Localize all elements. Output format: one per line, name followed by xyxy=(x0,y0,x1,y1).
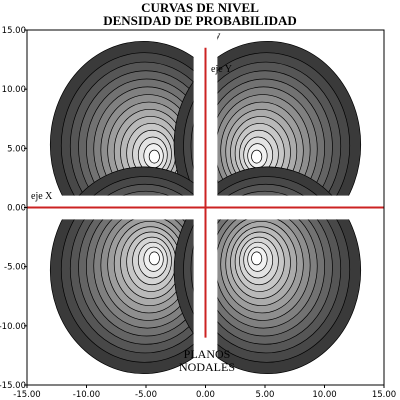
x-tick-label: 0.00 xyxy=(196,390,215,400)
y-tick-label: 5.00 xyxy=(7,144,26,154)
lobe-1-contour-15 xyxy=(148,149,160,164)
x-tick-label: -15.00 xyxy=(13,390,40,400)
x-tick-label: -5.00 xyxy=(135,390,157,400)
chart-title-line-1: CURVAS DE NIVEL xyxy=(141,0,259,15)
y-tick-label: -15.00 xyxy=(0,381,26,391)
x-axis-ticks: -15.00 -10.00 -5.00 0.00 5.00 10.00 15.00 xyxy=(13,385,396,400)
nodal-planes-label-line-2: NODALES xyxy=(179,360,235,374)
x-tick-label: 10.00 xyxy=(312,390,336,400)
lobe-4 xyxy=(173,166,362,375)
x-tick-label: 5.00 xyxy=(256,390,275,400)
x-tick-label: -10.00 xyxy=(73,390,100,400)
x-axis-annotation: eje X xyxy=(31,191,53,202)
lobe-4-contour-15 xyxy=(251,251,263,266)
chart-title-line-2: DENSIDAD DE PROBABILIDAD xyxy=(103,13,297,28)
y-axis-ticks: -15.00 -10.00 -5.00 0.00 5.00 10.00 15.00 xyxy=(0,26,27,391)
lobe-3-contour-15 xyxy=(148,251,160,266)
y-tick-label: 10.00 xyxy=(2,85,26,95)
nodal-planes-label-line-1: PLANOS xyxy=(184,347,231,361)
plot-area xyxy=(27,30,384,385)
y-tick-label: -10.00 xyxy=(0,322,26,332)
y-tick-label: -5.00 xyxy=(4,263,26,273)
lobe-2-contour-15 xyxy=(251,149,263,164)
y-tick-label: 0.00 xyxy=(7,204,26,214)
y-tick-label: 15.00 xyxy=(2,26,26,36)
x-tick-label: 15.00 xyxy=(372,390,396,400)
y-axis-annotation: eje Y xyxy=(211,64,232,75)
